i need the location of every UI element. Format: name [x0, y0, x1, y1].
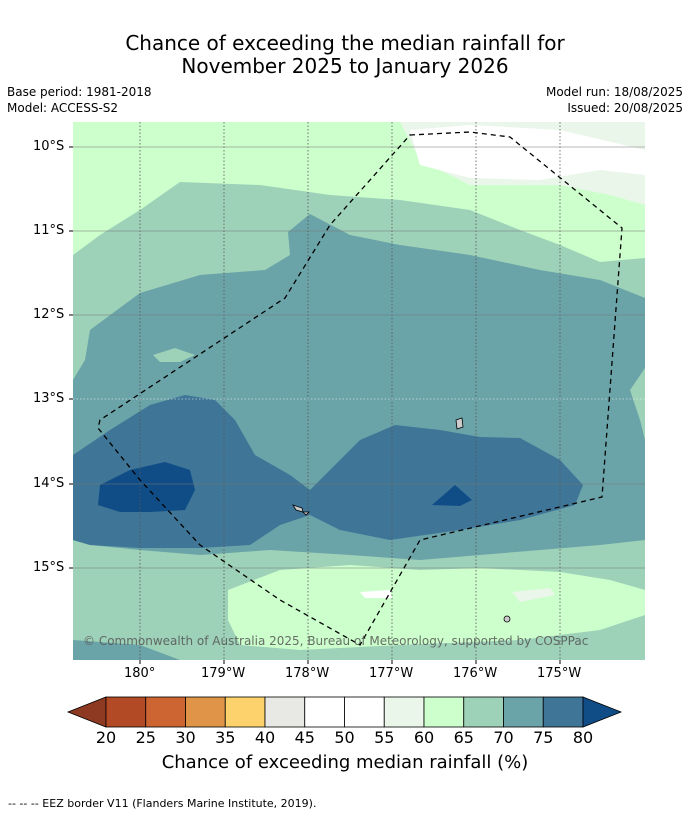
region-peak-east [432, 485, 472, 506]
colorbar-cell [463, 696, 504, 728]
lon-label: 175°W [537, 666, 582, 681]
lat-label: 10°S [33, 139, 65, 154]
island [455, 417, 464, 430]
model-label: Model: ACCESS-S2 [7, 101, 119, 115]
map-title-line1: Chance of exceeding the median rainfall … [125, 31, 565, 55]
lat-label: 13°S [33, 391, 65, 406]
colorbar-cell [542, 696, 584, 728]
colorbar-cell [423, 696, 465, 728]
colorbar-cell [105, 696, 147, 728]
colorbar-cell [264, 696, 306, 728]
island [302, 511, 310, 516]
region-55-60 [410, 125, 645, 180]
colorbar-tick-label: 35 [215, 728, 236, 747]
colorbar-cell [503, 696, 544, 728]
colorbar-cell [304, 696, 345, 728]
region-65-70-south [228, 565, 645, 650]
colorbar-tick-label: 25 [135, 728, 156, 747]
issued-label: Issued: 20/08/2025 [567, 101, 683, 115]
lat-gridlines [73, 146, 645, 569]
model-run-label: Model run: 18/08/2025 [545, 85, 683, 99]
map-title-line2: November 2025 to January 2026 [181, 54, 509, 78]
colorbar-tick-label: 40 [254, 728, 276, 747]
region-80-plus [73, 395, 583, 548]
colorbar-tick-label: 50 [334, 728, 355, 747]
copyright-notice: © Commonwealth of Australia 2025, Bureau… [83, 634, 588, 648]
map-area: © Commonwealth of Australia 2025, Bureau… [73, 122, 645, 660]
lon-label: 179°W [201, 666, 246, 681]
lon-label: 178°W [285, 666, 330, 681]
colorbar-tick-label: 70 [493, 728, 514, 747]
colorbar-cell [185, 696, 226, 728]
lat-label: 11°S [33, 223, 65, 238]
eez-legend-note: -- -- -- EEZ border V11 (Flanders Marine… [8, 797, 317, 810]
colorbar-tick-label: 20 [95, 728, 117, 747]
lat-label: 12°S [33, 307, 65, 322]
base-period-label: Base period: 1981-2018 [7, 85, 152, 99]
colorbar-tick-label: 45 [294, 728, 315, 747]
colorbar-cell [383, 696, 425, 728]
colorbar-title: Chance of exceeding median rainfall (%) [161, 752, 529, 773]
colorbar-tick-label: 30 [175, 728, 196, 747]
colorbar-high-extension [582, 696, 623, 728]
colorbar-tick-label: 55 [374, 728, 395, 747]
eez-border [97, 131, 623, 646]
lat-ticks [69, 146, 73, 569]
colorbar-cell [145, 696, 186, 728]
colorbar-cell [224, 696, 266, 728]
colorbar-low-extension [66, 696, 107, 728]
lon-label: 177°W [369, 666, 414, 681]
colorbar-tick-label: 60 [413, 728, 435, 747]
colorbar-tick-label: 65 [453, 728, 474, 747]
lon-label: 176°W [453, 666, 498, 681]
lon-label: 180° [124, 666, 156, 681]
gridlines [139, 122, 561, 660]
lat-label: 14°S [33, 476, 65, 491]
lat-label: 15°S [33, 560, 65, 575]
colorbar [66, 696, 623, 728]
colorbar-tick-label: 75 [533, 728, 554, 747]
island [503, 615, 511, 623]
colorbar-cell [344, 696, 385, 728]
colorbar-tick-label: 80 [572, 728, 594, 747]
lon-ticks [139, 660, 561, 664]
